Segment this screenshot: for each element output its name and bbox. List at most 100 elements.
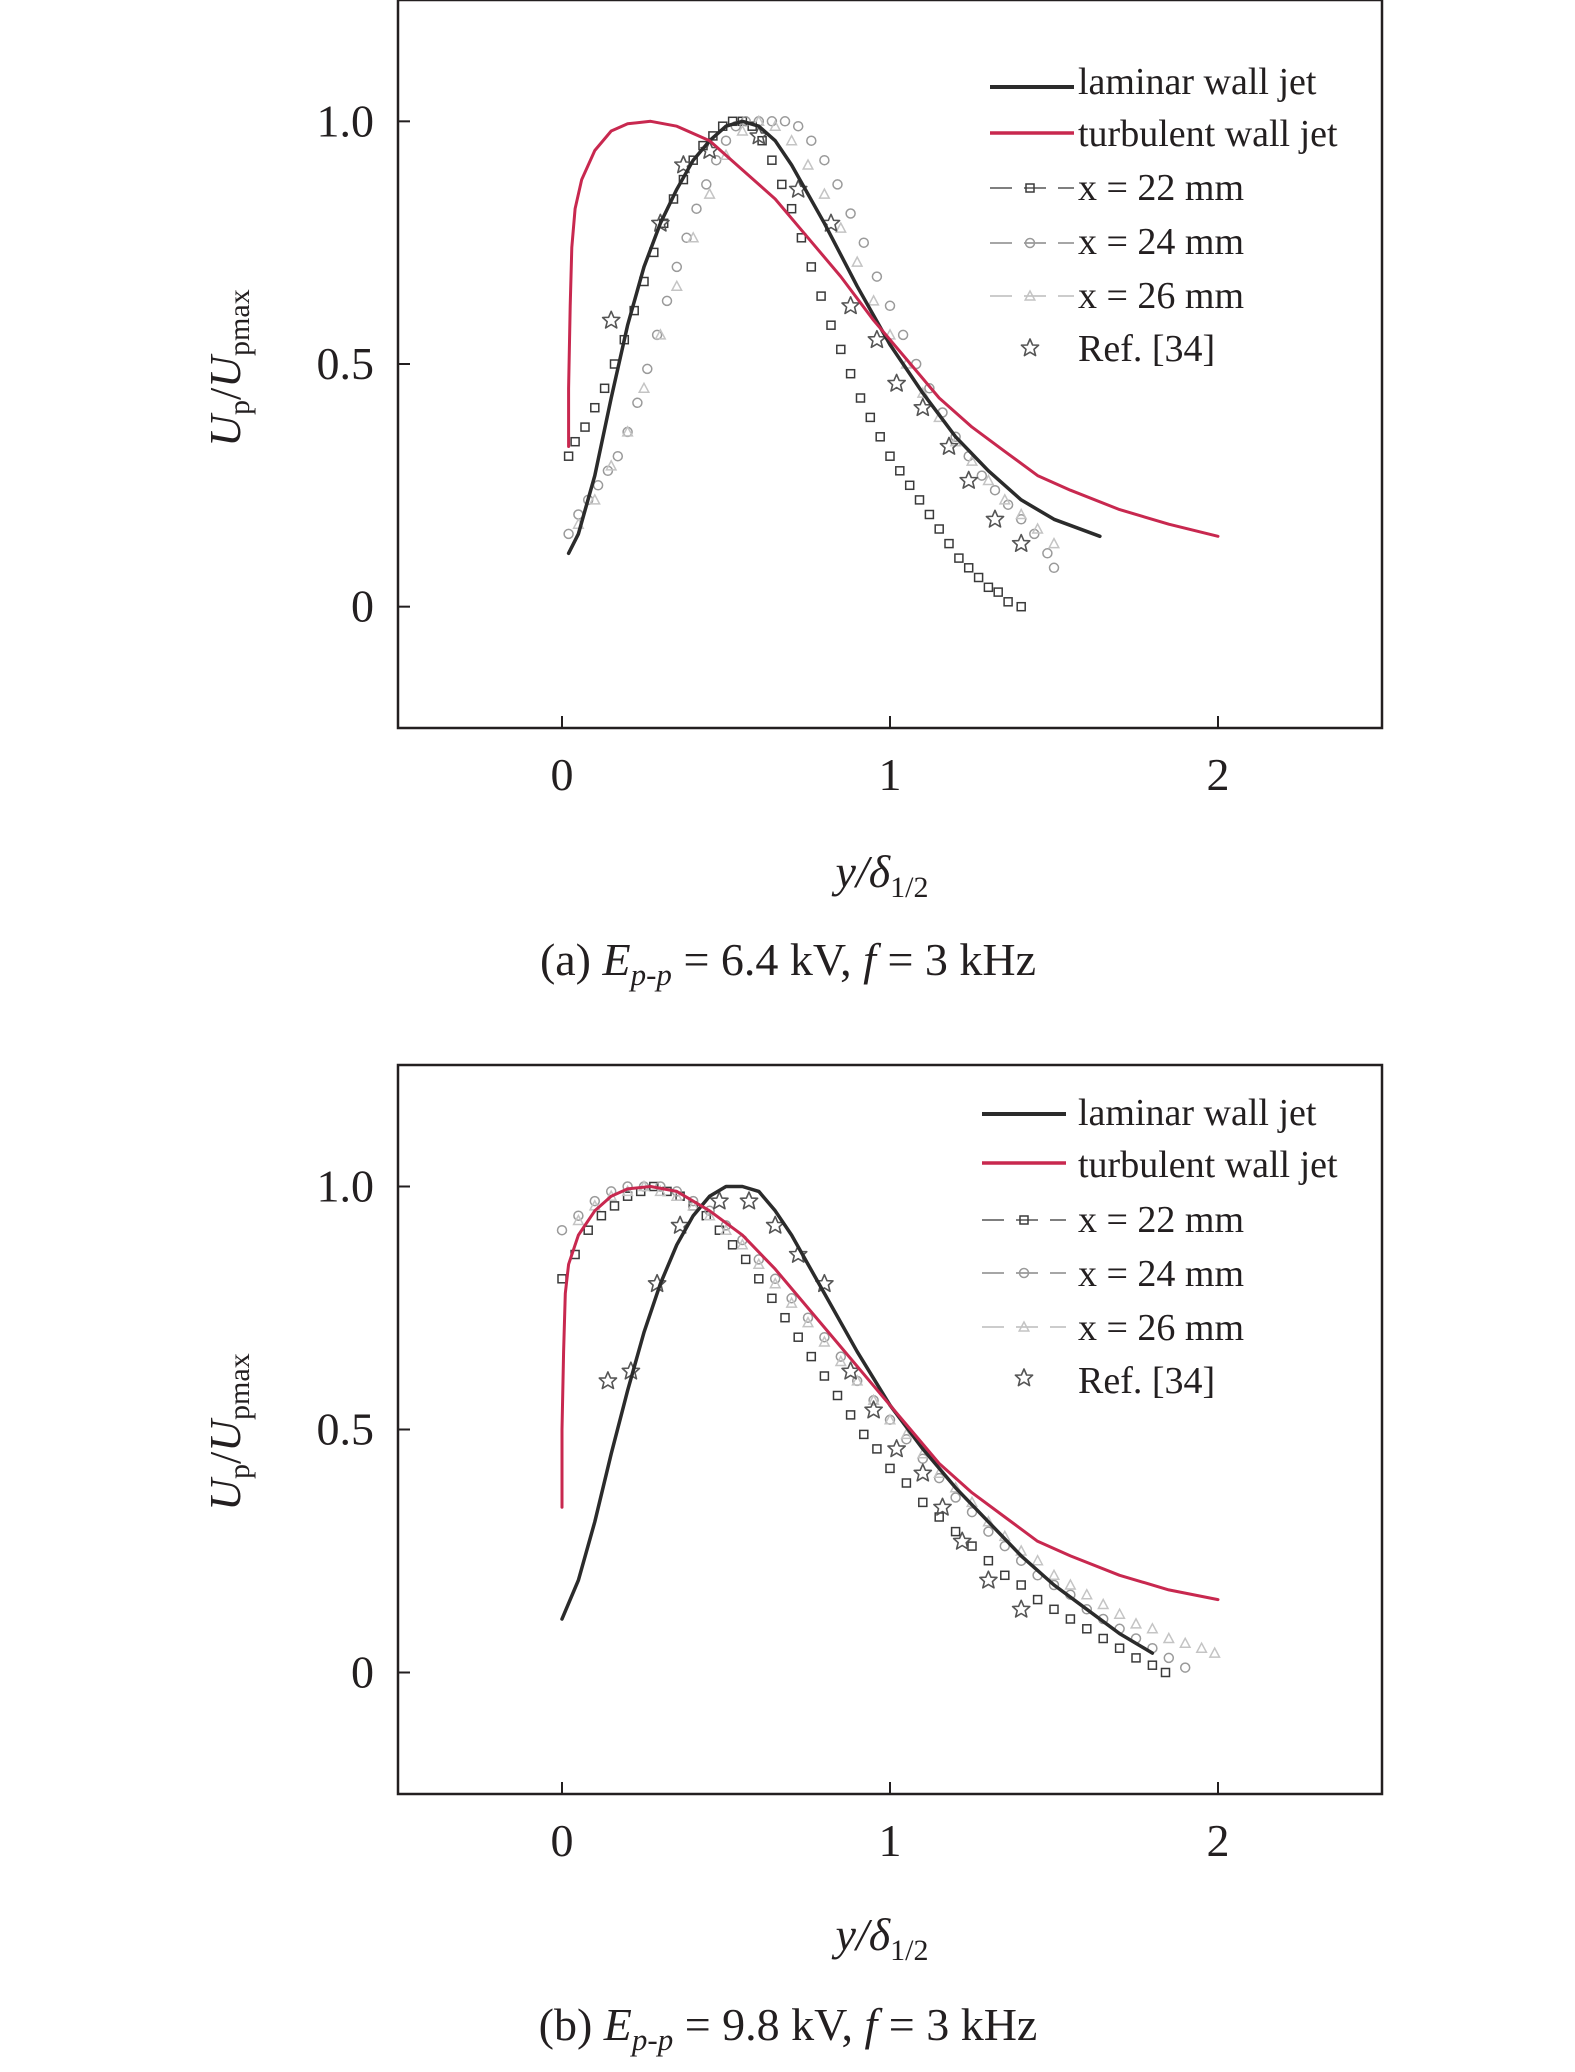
legend-item: Ref. [34] bbox=[1020, 328, 1215, 370]
data-point-square bbox=[826, 320, 836, 330]
data-point-square bbox=[967, 1541, 977, 1551]
data-point-triangle bbox=[1179, 1637, 1191, 1649]
x-tick-label: 2 bbox=[1207, 749, 1230, 800]
caption-prefix: (a) bbox=[540, 934, 603, 985]
data-point-triangle bbox=[1097, 1598, 1109, 1610]
panel-a: 0 1 2 0 0.5 1.0 laminar wall jet turbulent wa… bbox=[201, 0, 1384, 992]
scatter-series-triangle bbox=[572, 115, 1060, 549]
data-point-square bbox=[557, 1274, 567, 1284]
x-axis-label-main: y/δ bbox=[832, 1909, 891, 1960]
legend-label: x = 22 mm bbox=[1078, 167, 1244, 209]
legend-item: turbulent wall jet bbox=[982, 1144, 1338, 1186]
data-point-square bbox=[983, 582, 994, 593]
data-point-square bbox=[1016, 601, 1026, 612]
data-point-square bbox=[865, 412, 876, 423]
data-point-circle bbox=[792, 120, 804, 132]
data-point-triangle bbox=[851, 256, 863, 267]
data-point-star bbox=[739, 1191, 759, 1210]
data-point-square bbox=[767, 1293, 777, 1304]
data-point-triangle bbox=[786, 134, 798, 146]
data-point-circle bbox=[950, 1492, 961, 1503]
y-axis-label-u2: U bbox=[201, 1417, 250, 1452]
y-tick-label: 1.0 bbox=[317, 1161, 375, 1212]
data-point-square bbox=[599, 383, 610, 394]
legend-label: x = 24 mm bbox=[1078, 1253, 1244, 1295]
data-point-circle bbox=[563, 528, 574, 540]
data-point-star bbox=[939, 436, 959, 455]
data-point-square bbox=[806, 262, 817, 272]
y-tick-label: 0.5 bbox=[317, 338, 375, 389]
caption-mid: = 9.8 kV, bbox=[673, 1999, 864, 2050]
data-point-circle bbox=[779, 116, 791, 127]
laminar-wall-jet-line bbox=[566, 119, 1102, 556]
legend-label: turbulent wall jet bbox=[1078, 1144, 1338, 1186]
data-point-star bbox=[913, 1463, 933, 1482]
scatter-series-star bbox=[601, 126, 1031, 552]
data-point-square bbox=[875, 432, 885, 442]
data-point-star bbox=[1011, 1599, 1031, 1618]
caption-var1-sub: p-p bbox=[629, 957, 672, 992]
data-point-star bbox=[887, 373, 906, 392]
data-point-circle bbox=[989, 484, 1001, 496]
data-point-square bbox=[806, 1351, 817, 1362]
data-point-square bbox=[727, 1240, 738, 1250]
caption-mid: = 6.4 kV, bbox=[672, 934, 863, 985]
x-tick-label: 0 bbox=[551, 749, 574, 800]
legend-item: laminar wall jet bbox=[982, 1092, 1317, 1134]
legend-marker-star bbox=[1014, 1368, 1034, 1387]
data-point-square bbox=[904, 480, 915, 491]
y-axis-label-u2: U bbox=[201, 353, 250, 388]
data-point-square bbox=[845, 1410, 856, 1420]
data-point-square bbox=[954, 553, 964, 563]
data-point-square bbox=[1082, 1624, 1092, 1634]
data-point-triangle bbox=[638, 382, 650, 394]
legend-item: Ref. [34] bbox=[1014, 1360, 1215, 1402]
data-point-circle bbox=[1163, 1652, 1175, 1664]
data-point-circle bbox=[845, 208, 856, 219]
legend-a: laminar wall jet turbulent wall jet x = … bbox=[990, 61, 1338, 370]
legend-item: x = 26 mm bbox=[990, 275, 1244, 317]
x-axis-label-sub: 1/2 bbox=[890, 1934, 928, 1967]
data-point-triangle bbox=[1048, 1569, 1060, 1581]
turbulent-wall-jet-line bbox=[560, 1185, 1220, 1602]
y-tick-label: 0 bbox=[351, 1647, 374, 1698]
data-point-square bbox=[924, 509, 935, 520]
y-tick-label: 0 bbox=[351, 581, 374, 632]
y-axis-label-u1: U bbox=[201, 1476, 250, 1511]
data-point-triangle bbox=[1209, 1647, 1221, 1658]
x-tick-label: 0 bbox=[551, 1815, 574, 1866]
data-point-square bbox=[786, 203, 797, 214]
legend-label: laminar wall jet bbox=[1078, 1092, 1317, 1134]
y-axis-label-slash: / bbox=[201, 1451, 250, 1464]
scatter-series-square bbox=[563, 116, 1026, 612]
data-point-star bbox=[979, 1570, 998, 1589]
x-tick-label: 2 bbox=[1207, 1815, 1230, 1866]
data-point-square bbox=[563, 451, 574, 461]
laminar-wall-jet-line bbox=[560, 1184, 1155, 1655]
x-axis-label-main: y/δ bbox=[832, 846, 891, 897]
turbulent-wall-jet-line bbox=[567, 119, 1220, 538]
y-axis-label-u1: U bbox=[201, 412, 250, 447]
data-point-square bbox=[590, 402, 600, 413]
legend-item: x = 24 mm bbox=[982, 1253, 1244, 1295]
data-point-square bbox=[580, 422, 590, 432]
legend-item: laminar wall jet bbox=[990, 61, 1317, 103]
data-point-square bbox=[1147, 1660, 1158, 1670]
legend-label: x = 24 mm bbox=[1078, 221, 1244, 263]
legend-label: Ref. [34] bbox=[1078, 328, 1215, 370]
y-axis-label-sub2: pmax bbox=[223, 289, 256, 356]
data-point-square bbox=[872, 1444, 882, 1454]
data-point-square bbox=[885, 1463, 895, 1474]
scatter-series-circle bbox=[563, 116, 1060, 574]
y-axis-label-b: Up/Upmax bbox=[201, 1353, 256, 1510]
data-point-triangle bbox=[818, 188, 830, 199]
data-point-triangle bbox=[1081, 1588, 1093, 1600]
data-point-circle bbox=[701, 179, 712, 190]
data-point-square bbox=[836, 344, 846, 355]
data-point-square bbox=[819, 1371, 830, 1381]
data-point-triangle bbox=[1114, 1608, 1126, 1619]
data-point-triangle bbox=[1064, 1579, 1076, 1590]
data-point-circle bbox=[858, 237, 870, 248]
data-point-square bbox=[993, 587, 1003, 597]
data-point-square bbox=[740, 1254, 751, 1265]
